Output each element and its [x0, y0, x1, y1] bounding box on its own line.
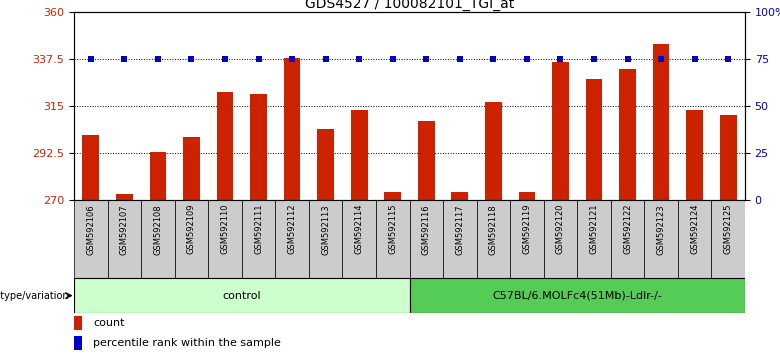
Point	[119, 56, 131, 62]
Bar	[74, 278, 410, 313]
Point	[218, 56, 231, 62]
Text: GSM592111: GSM592111	[254, 204, 263, 255]
Bar	[385, 192, 401, 200]
Point	[186, 56, 198, 62]
Bar	[418, 121, 434, 200]
Bar	[410, 278, 745, 313]
Bar	[619, 69, 636, 200]
Text: GSM592123: GSM592123	[657, 204, 665, 255]
Bar	[711, 200, 745, 278]
Bar	[342, 200, 376, 278]
Bar	[586, 79, 602, 200]
Bar	[653, 44, 669, 200]
Text: GSM592108: GSM592108	[154, 204, 162, 255]
Point	[689, 56, 701, 62]
Text: GSM592119: GSM592119	[523, 204, 531, 255]
Point	[521, 56, 534, 62]
Bar	[577, 200, 611, 278]
Bar	[611, 200, 644, 278]
Bar	[686, 110, 703, 200]
Text: GSM592114: GSM592114	[355, 204, 363, 255]
Bar	[108, 200, 141, 278]
Point	[387, 56, 399, 62]
Bar	[510, 200, 544, 278]
Bar	[175, 200, 208, 278]
Text: GSM592106: GSM592106	[87, 204, 95, 255]
Point	[320, 56, 332, 62]
Bar	[74, 200, 108, 278]
Bar	[552, 62, 569, 200]
Text: GSM592124: GSM592124	[690, 204, 699, 255]
Title: GDS4527 / 100082101_TGI_at: GDS4527 / 100082101_TGI_at	[305, 0, 514, 11]
Bar	[116, 194, 133, 200]
Text: control: control	[222, 291, 261, 301]
Bar	[208, 200, 242, 278]
Text: GSM592121: GSM592121	[590, 204, 598, 255]
Bar	[477, 200, 510, 278]
Text: GSM592107: GSM592107	[120, 204, 129, 255]
Text: genotype/variation: genotype/variation	[0, 291, 69, 301]
Point	[554, 56, 566, 62]
Bar	[443, 200, 477, 278]
Bar	[150, 152, 166, 200]
Bar	[485, 102, 502, 200]
Bar	[242, 200, 275, 278]
Bar	[74, 336, 82, 350]
Point	[454, 56, 466, 62]
Text: GSM592120: GSM592120	[556, 204, 565, 255]
Bar	[284, 58, 300, 200]
Point	[722, 56, 735, 62]
Bar	[544, 200, 577, 278]
Text: GSM592115: GSM592115	[388, 204, 397, 255]
Bar	[183, 137, 200, 200]
Point	[487, 56, 500, 62]
Bar	[309, 200, 342, 278]
Bar	[410, 200, 443, 278]
Bar	[452, 192, 468, 200]
Point	[587, 56, 600, 62]
Point	[353, 56, 365, 62]
Bar	[217, 92, 233, 200]
Text: GSM592116: GSM592116	[422, 204, 431, 255]
Text: GSM592125: GSM592125	[724, 204, 732, 255]
Point	[285, 56, 298, 62]
Bar	[720, 115, 736, 200]
Point	[151, 56, 164, 62]
Text: GSM592117: GSM592117	[456, 204, 464, 255]
Bar	[74, 316, 82, 330]
Bar	[275, 200, 309, 278]
Text: GSM592113: GSM592113	[321, 204, 330, 255]
Point	[253, 56, 265, 62]
Bar	[644, 200, 678, 278]
Bar	[678, 200, 711, 278]
Text: GSM592112: GSM592112	[288, 204, 296, 255]
Text: GSM592122: GSM592122	[623, 204, 632, 255]
Text: GSM592109: GSM592109	[187, 204, 196, 255]
Bar	[376, 200, 410, 278]
Text: GSM592118: GSM592118	[489, 204, 498, 255]
Bar	[519, 192, 535, 200]
Point	[654, 56, 667, 62]
Point	[621, 56, 633, 62]
Text: GSM592110: GSM592110	[221, 204, 229, 255]
Point	[84, 56, 97, 62]
Text: count: count	[94, 319, 125, 329]
Bar	[317, 129, 334, 200]
Text: C57BL/6.MOLFc4(51Mb)-Ldlr-/-: C57BL/6.MOLFc4(51Mb)-Ldlr-/-	[492, 291, 662, 301]
Text: percentile rank within the sample: percentile rank within the sample	[94, 338, 281, 348]
Bar	[83, 135, 99, 200]
Bar	[250, 94, 267, 200]
Bar	[141, 200, 175, 278]
Bar	[351, 110, 367, 200]
Point	[420, 56, 432, 62]
